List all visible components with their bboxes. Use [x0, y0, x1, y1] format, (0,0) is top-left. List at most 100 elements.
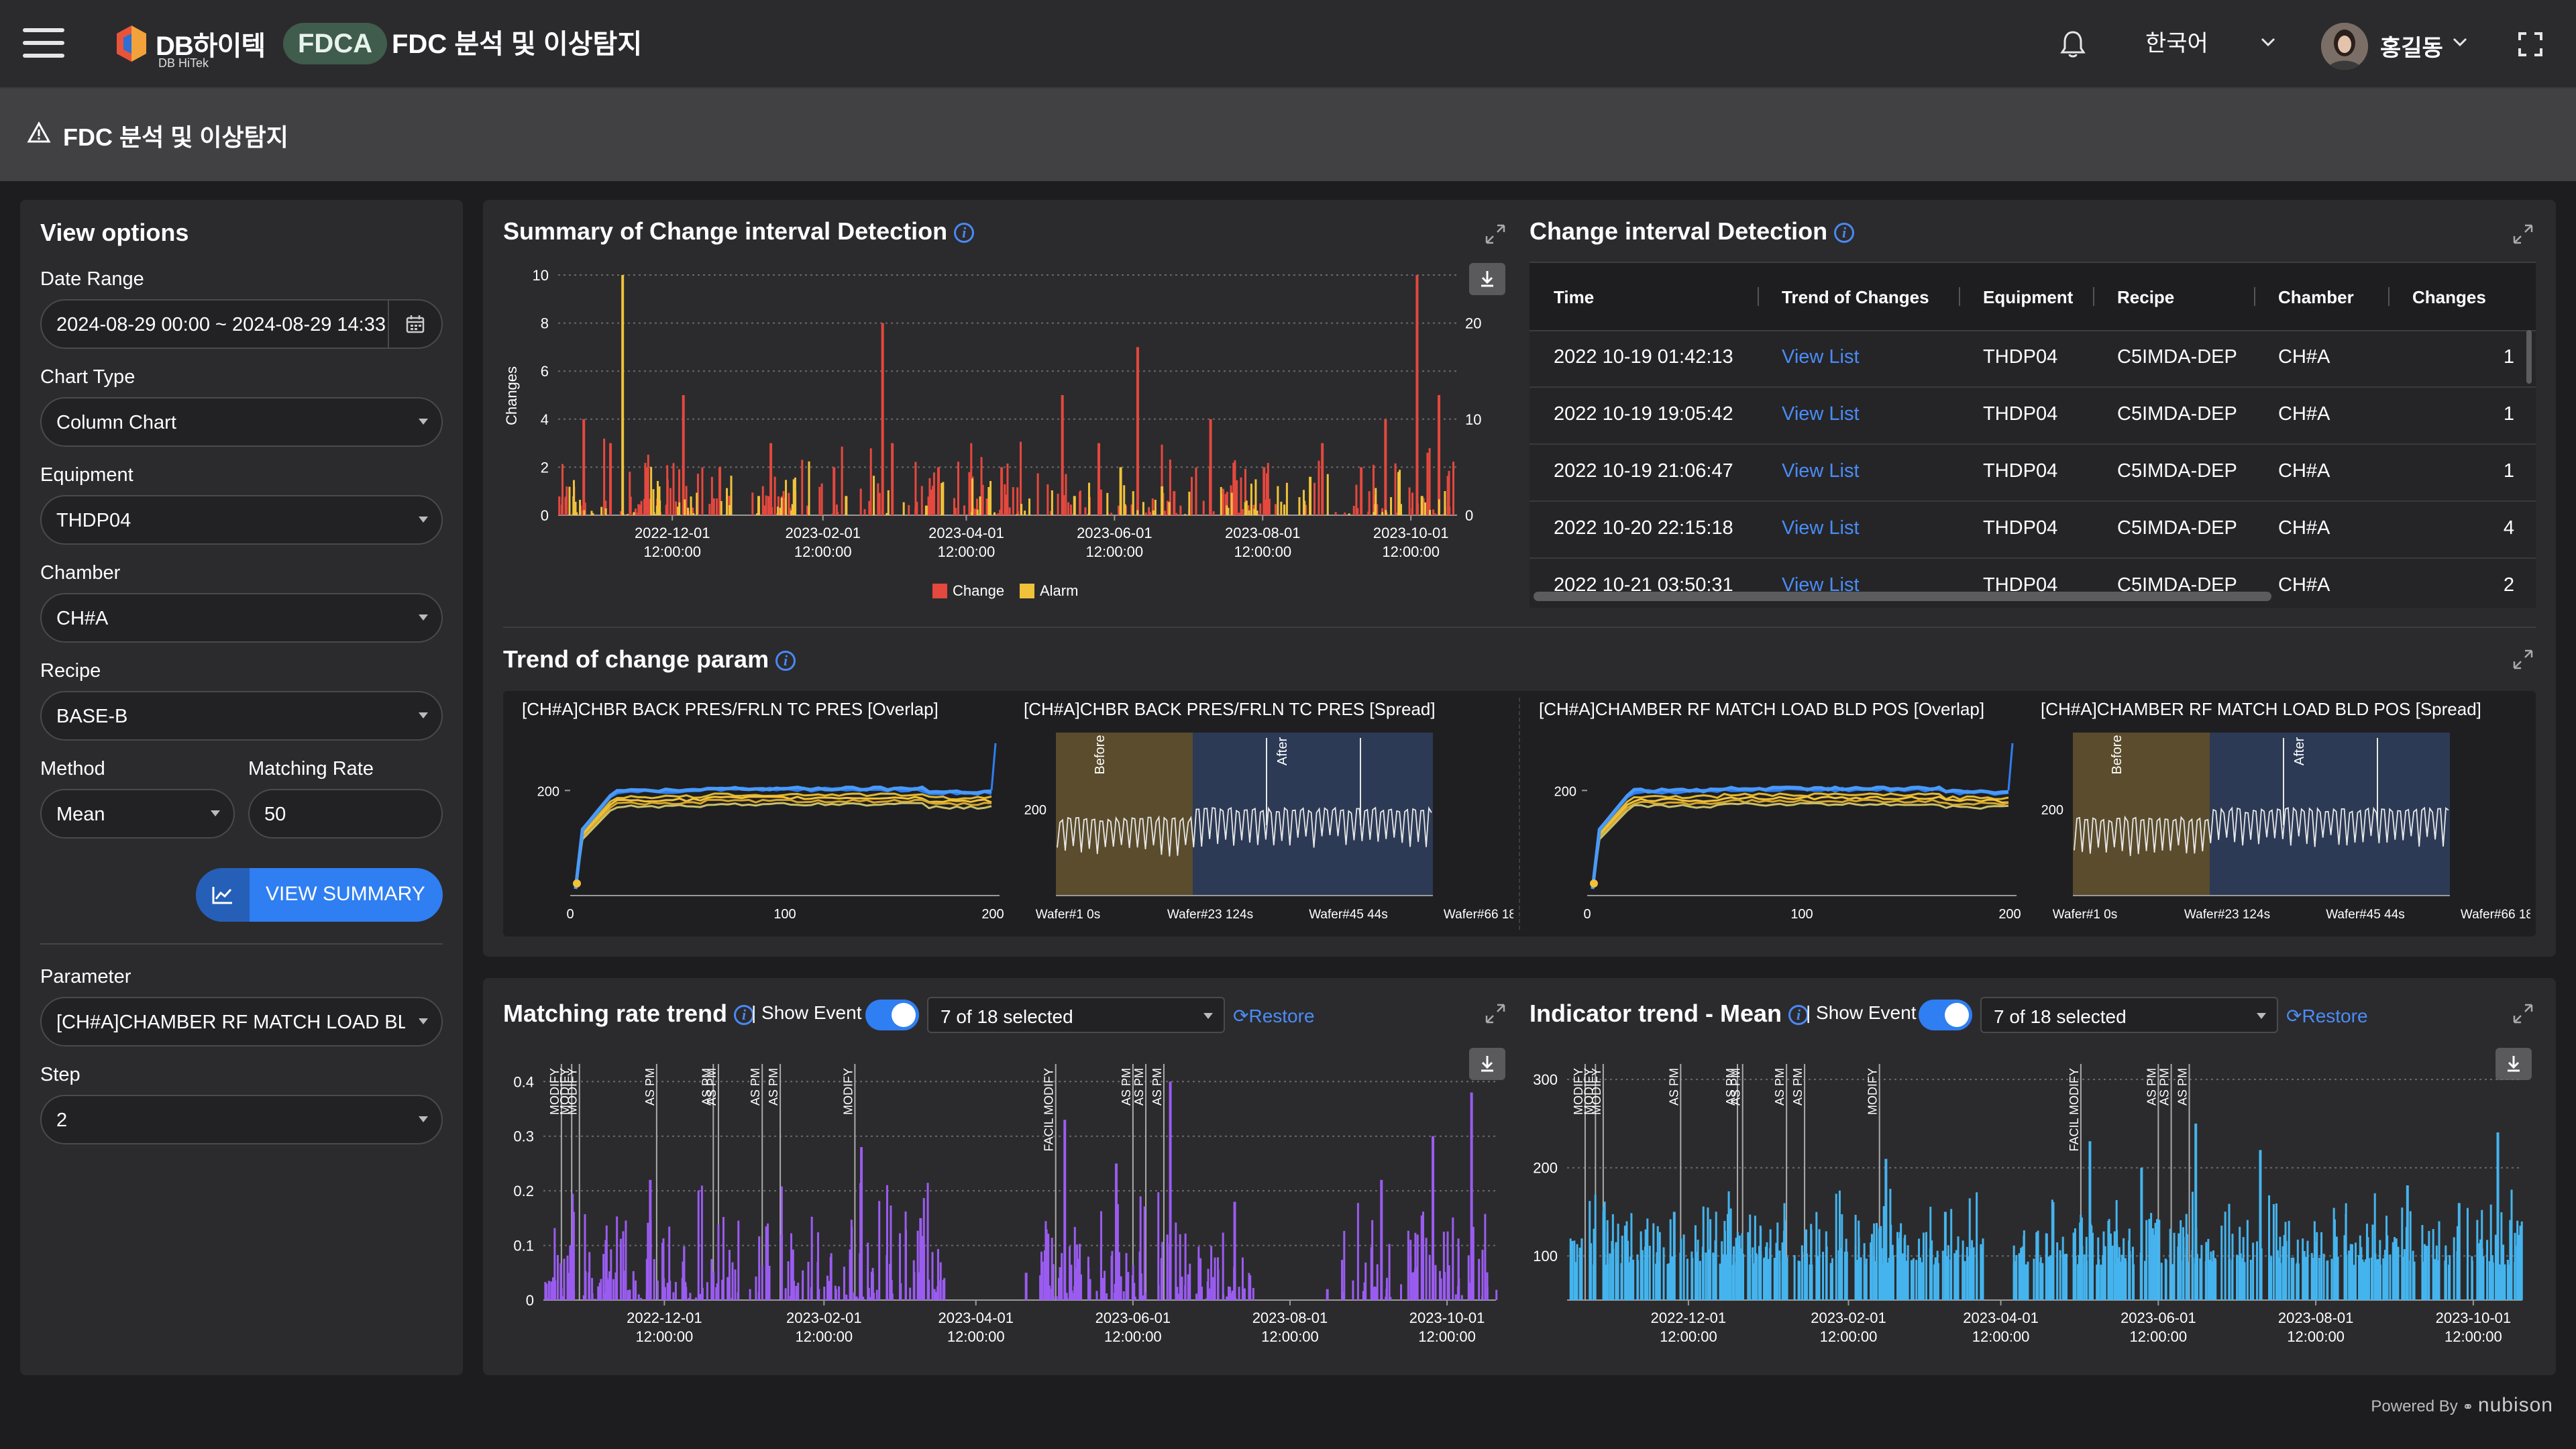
- bar: [598, 1299, 601, 1300]
- recipe-select[interactable]: BASE-B: [40, 691, 443, 741]
- download-button[interactable]: [1469, 1048, 1505, 1080]
- method-select[interactable]: Mean: [40, 789, 235, 839]
- download-button[interactable]: [2496, 1048, 2532, 1080]
- bar: [979, 496, 981, 515]
- column-header[interactable]: Recipe: [2117, 287, 2175, 307]
- bar: [1918, 1238, 1921, 1300]
- expand-icon[interactable]: [1484, 223, 1507, 246]
- expand-icon[interactable]: [2512, 223, 2534, 246]
- view-list-link[interactable]: View List: [1782, 460, 1860, 482]
- bar: [869, 448, 872, 515]
- bar: [1184, 1233, 1187, 1300]
- bar: [2128, 1262, 2131, 1300]
- bell-icon[interactable]: [2059, 30, 2086, 59]
- info-icon[interactable]: i: [734, 1005, 755, 1026]
- bar: [1809, 1264, 1811, 1300]
- table-cell: C5IMDA-DEP: [2117, 517, 2237, 539]
- table-row[interactable]: 2022 10-19 19:05:42 View List THDP04 C5IMDA…: [1529, 387, 2536, 445]
- restore-button[interactable]: ⟳Restore: [1233, 1005, 1315, 1027]
- calendar-button[interactable]: [388, 301, 441, 347]
- equipment-select[interactable]: THDP04: [40, 495, 443, 545]
- event-multiselect[interactable]: 7 of 18 selected: [927, 997, 1225, 1033]
- restore-button[interactable]: ⟳Restore: [2286, 1005, 2368, 1027]
- chevron-down-icon[interactable]: [2258, 32, 2278, 52]
- bar: [1189, 1263, 1191, 1300]
- series-line: [574, 796, 992, 890]
- column-header[interactable]: Trend of Changes: [1782, 287, 1929, 307]
- view-list-link[interactable]: View List: [1782, 346, 1860, 368]
- column-header[interactable]: Chamber: [2278, 287, 2354, 307]
- bar: [2110, 1246, 2113, 1300]
- bar: [1187, 1274, 1189, 1300]
- table-row[interactable]: 2022 10-19 01:42:13 View List THDP04 C5IMDA…: [1529, 330, 2536, 388]
- table-horizontal-scrollbar[interactable]: [1534, 592, 2271, 601]
- table-row[interactable]: 2022 10-20 22:15:18 View List THDP04 C5IMDA…: [1529, 501, 2536, 559]
- company-logo[interactable]: DB하이텍 DB HiTek: [111, 15, 272, 71]
- matching-rate-input[interactable]: 50: [248, 789, 443, 839]
- info-icon[interactable]: i: [1834, 223, 1855, 244]
- info-icon[interactable]: i: [775, 651, 796, 672]
- expand-icon[interactable]: [1484, 1002, 1507, 1025]
- column-header[interactable]: Changes: [2412, 287, 2486, 307]
- show-event-toggle[interactable]: [865, 1000, 919, 1030]
- bar: [1148, 512, 1151, 515]
- bar: [1593, 1238, 1596, 1300]
- bar: [1658, 1232, 1661, 1300]
- bar: [2177, 1246, 2180, 1300]
- bar: [1641, 1250, 1644, 1300]
- bar: [845, 496, 848, 515]
- chart-type-select[interactable]: Column Chart: [40, 397, 443, 447]
- bar: [2436, 1264, 2438, 1300]
- fullscreen-icon[interactable]: [2517, 31, 2544, 58]
- menu-icon[interactable]: [23, 28, 64, 58]
- expand-icon[interactable]: [2512, 1002, 2534, 1025]
- date-range-input[interactable]: 2024-08-29 00:00 ~ 2024-08-29 14:33: [40, 299, 443, 349]
- table-cell: CH#A: [2278, 460, 2330, 482]
- bar: [767, 1223, 769, 1300]
- bar: [2425, 1255, 2428, 1300]
- avatar[interactable]: [2321, 23, 2368, 70]
- bar: [942, 482, 945, 515]
- bar: [1265, 473, 1268, 515]
- info-icon[interactable]: i: [954, 223, 975, 244]
- event-multiselect[interactable]: 7 of 18 selected: [1980, 997, 2278, 1033]
- table-row[interactable]: 2022 10-19 21:06:47 View List THDP04 C5IMDA…: [1529, 444, 2536, 502]
- data-point: [573, 879, 581, 888]
- table-cell: 1: [2503, 460, 2514, 482]
- table-vertical-scrollbar[interactable]: [2526, 330, 2532, 384]
- table-cell: CH#A: [2278, 517, 2330, 539]
- user-name[interactable]: 홍길동: [2380, 36, 2443, 61]
- bar: [669, 513, 672, 515]
- step-select[interactable]: 2: [40, 1095, 443, 1144]
- bar: [1356, 508, 1359, 515]
- bar: [916, 501, 918, 515]
- bar: [1589, 1201, 1591, 1300]
- bar: [2091, 1260, 2094, 1300]
- bar: [574, 501, 577, 515]
- bar: [1884, 1159, 1888, 1300]
- column-header[interactable]: Equipment: [1983, 287, 2074, 307]
- table-cell: C5IMDA-DEP: [2117, 460, 2237, 482]
- bar: [708, 504, 711, 515]
- chamber-select[interactable]: CH#A: [40, 593, 443, 643]
- bar: [1140, 1273, 1142, 1300]
- show-event-toggle[interactable]: [1919, 1000, 1972, 1030]
- bar: [1571, 1240, 1574, 1300]
- expand-icon[interactable]: [2512, 648, 2534, 671]
- bar: [1623, 1226, 1626, 1300]
- download-button[interactable]: [1469, 263, 1505, 295]
- bar: [2200, 1244, 2203, 1300]
- column-header[interactable]: Time: [1554, 287, 1595, 307]
- info-icon[interactable]: i: [1788, 1005, 1809, 1026]
- parameter-select[interactable]: [CH#A]CHAMBER RF MATCH LOAD BL...: [40, 997, 443, 1046]
- view-summary-button[interactable]: VIEW SUMMARY: [196, 868, 443, 922]
- bar: [2466, 1208, 2469, 1300]
- language-selector[interactable]: 한국어: [2145, 31, 2208, 56]
- bar: [2421, 1225, 2424, 1300]
- bar: [985, 498, 988, 515]
- bar: [602, 1254, 605, 1300]
- bar: [875, 1289, 878, 1300]
- view-list-link[interactable]: View List: [1782, 403, 1860, 425]
- chevron-down-icon[interactable]: [2450, 32, 2470, 52]
- view-list-link[interactable]: View List: [1782, 517, 1860, 539]
